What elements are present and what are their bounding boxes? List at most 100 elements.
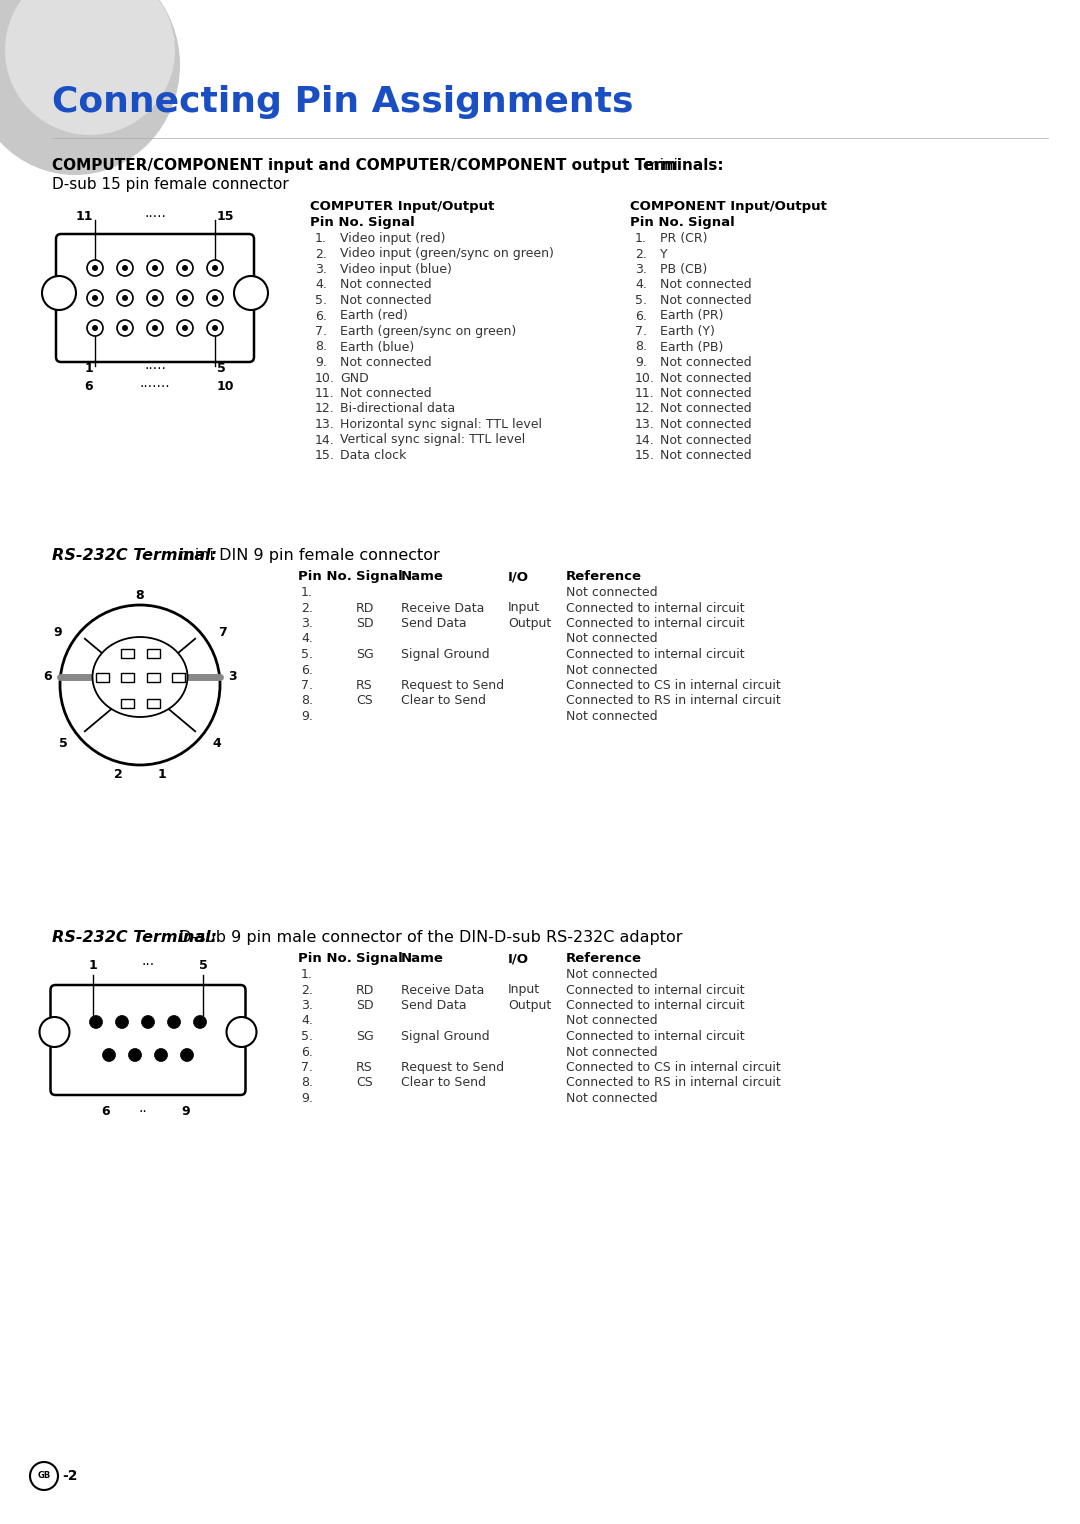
Text: 14.: 14. — [315, 433, 335, 447]
Bar — [147, 698, 160, 707]
Text: Name: Name — [401, 952, 444, 965]
Circle shape — [103, 1049, 116, 1062]
Circle shape — [122, 325, 129, 331]
Text: Signal: Signal — [356, 570, 403, 584]
Text: Connected to CS in internal circuit: Connected to CS in internal circuit — [566, 1061, 781, 1074]
Text: 8.: 8. — [301, 1076, 313, 1090]
Circle shape — [117, 261, 133, 276]
Text: 4: 4 — [212, 738, 220, 750]
Text: 12.: 12. — [315, 402, 335, 416]
Circle shape — [90, 1015, 103, 1029]
Text: Clear to Send: Clear to Send — [401, 695, 486, 707]
Text: 2.: 2. — [315, 247, 327, 261]
Text: Send Data: Send Data — [401, 617, 467, 629]
Ellipse shape — [5, 0, 175, 136]
FancyBboxPatch shape — [56, 235, 254, 363]
Text: Earth (PR): Earth (PR) — [660, 309, 724, 323]
Text: Connected to internal circuit: Connected to internal circuit — [566, 1030, 744, 1042]
Text: 2: 2 — [113, 768, 122, 780]
Bar — [121, 698, 134, 707]
Text: 8.: 8. — [635, 340, 647, 354]
FancyBboxPatch shape — [51, 985, 245, 1096]
Circle shape — [234, 276, 268, 309]
Text: 3.: 3. — [315, 264, 327, 276]
Text: Horizontal sync signal: TTL level: Horizontal sync signal: TTL level — [340, 418, 542, 431]
Text: RD: RD — [356, 602, 375, 614]
Text: Not connected: Not connected — [566, 1045, 658, 1059]
Text: 9: 9 — [181, 1105, 190, 1119]
Text: 10.: 10. — [315, 372, 335, 384]
Text: Connected to RS in internal circuit: Connected to RS in internal circuit — [566, 1076, 781, 1090]
Circle shape — [42, 276, 76, 309]
Text: Connecting Pin Assignments: Connecting Pin Assignments — [52, 85, 634, 119]
Text: Not connected: Not connected — [566, 587, 658, 599]
Text: Y: Y — [660, 247, 667, 261]
Text: Video input (blue): Video input (blue) — [340, 264, 451, 276]
Text: SG: SG — [356, 648, 374, 661]
Text: Connected to internal circuit: Connected to internal circuit — [566, 1000, 744, 1012]
Circle shape — [167, 1015, 180, 1029]
Circle shape — [152, 325, 158, 331]
Text: 1.: 1. — [315, 232, 327, 245]
Text: 2.: 2. — [301, 983, 313, 997]
Bar — [147, 672, 160, 681]
Circle shape — [183, 296, 188, 302]
Text: 5: 5 — [199, 959, 207, 972]
Text: Data clock: Data clock — [340, 450, 406, 462]
Text: 3.: 3. — [301, 617, 313, 629]
Text: Not connected: Not connected — [340, 294, 432, 306]
Text: Signal: Signal — [368, 216, 415, 229]
Text: Video input (green/sync on green): Video input (green/sync on green) — [340, 247, 554, 261]
Text: Name: Name — [401, 570, 444, 584]
Text: mini: mini — [640, 158, 678, 174]
Text: 3.: 3. — [635, 264, 647, 276]
Circle shape — [117, 320, 133, 335]
Circle shape — [147, 290, 163, 306]
Text: GB: GB — [38, 1472, 51, 1480]
Text: Not connected: Not connected — [660, 357, 752, 369]
Circle shape — [87, 320, 103, 335]
Ellipse shape — [93, 637, 188, 716]
Text: 6: 6 — [102, 1105, 110, 1119]
Text: 8: 8 — [136, 588, 145, 602]
Text: Connected to internal circuit: Connected to internal circuit — [566, 602, 744, 614]
Text: Output: Output — [508, 1000, 551, 1012]
Text: 7.: 7. — [301, 1061, 313, 1074]
Text: Not connected: Not connected — [660, 418, 752, 431]
Text: 1.: 1. — [301, 587, 313, 599]
Text: Not connected: Not connected — [660, 402, 752, 416]
Circle shape — [147, 261, 163, 276]
Text: Clear to Send: Clear to Send — [401, 1076, 486, 1090]
Text: ·······: ······· — [139, 379, 171, 395]
Text: I/O: I/O — [508, 952, 529, 965]
Text: 5.: 5. — [301, 1030, 313, 1042]
Text: ·····: ····· — [144, 210, 166, 224]
Text: 1: 1 — [89, 959, 97, 972]
Text: 9.: 9. — [301, 1093, 313, 1105]
Text: ··: ·· — [138, 1105, 147, 1119]
Text: SD: SD — [356, 617, 374, 629]
Text: 11: 11 — [76, 210, 93, 224]
Text: 3: 3 — [228, 671, 237, 683]
Bar — [95, 672, 108, 681]
Text: Not connected: Not connected — [340, 279, 432, 291]
Circle shape — [152, 296, 158, 302]
Text: Connected to internal circuit: Connected to internal circuit — [566, 648, 744, 661]
Text: Signal: Signal — [356, 952, 403, 965]
Text: RD: RD — [356, 983, 375, 997]
Text: CS: CS — [356, 1076, 373, 1090]
Circle shape — [212, 296, 218, 302]
Text: 7: 7 — [218, 626, 227, 640]
Text: Connected to internal circuit: Connected to internal circuit — [566, 983, 744, 997]
Text: I/O: I/O — [508, 570, 529, 584]
Text: COMPUTER Input/Output: COMPUTER Input/Output — [310, 200, 495, 213]
Text: GND: GND — [340, 372, 368, 384]
Text: 11.: 11. — [635, 387, 654, 399]
Text: 13.: 13. — [635, 418, 654, 431]
Text: Pin No.: Pin No. — [298, 952, 352, 965]
Text: 2.: 2. — [635, 247, 647, 261]
Text: Output: Output — [508, 617, 551, 629]
Text: Not connected: Not connected — [566, 1093, 658, 1105]
Text: 6: 6 — [43, 671, 52, 683]
Text: D-sub 15 pin female connector: D-sub 15 pin female connector — [52, 177, 288, 192]
